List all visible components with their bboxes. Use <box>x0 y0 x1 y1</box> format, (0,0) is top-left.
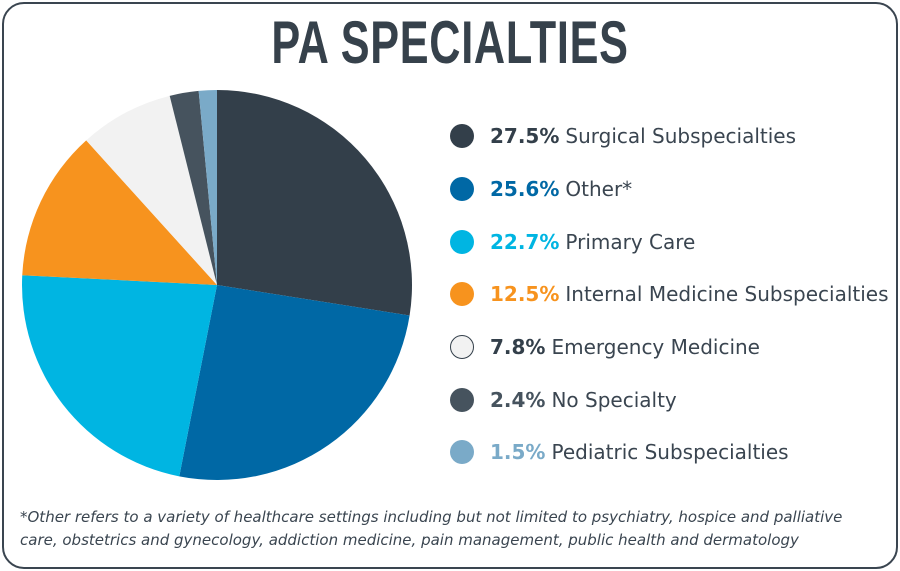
pie-slice-0 <box>217 90 412 316</box>
legend-item: 25.6% Other* <box>450 163 889 216</box>
legend-label: No Specialty <box>551 387 677 412</box>
legend-label: Primary Care <box>565 229 696 254</box>
legend-percent: 12.5% <box>490 282 560 307</box>
pie-slice-3 <box>22 140 218 285</box>
pie-slice-2 <box>21 275 218 477</box>
legend-item: 2.4% No Specialty <box>450 373 889 426</box>
legend-label: Other* <box>565 177 633 202</box>
pie-slice-1 <box>179 285 410 480</box>
legend-label: Internal Medicine Subspecialties <box>565 282 889 307</box>
legend-swatch <box>450 124 474 149</box>
legend-swatch <box>450 177 474 202</box>
legend-percent: 27.5% <box>490 124 560 149</box>
legend-swatch <box>450 387 474 412</box>
pie-slice-6 <box>198 90 217 285</box>
legend-label: Pediatric Subspecialties <box>551 440 789 465</box>
legend-item: 27.5% Surgical Subspecialties <box>450 110 889 163</box>
legend-label: Emergency Medicine <box>551 335 760 360</box>
legend-item: 12.5% Internal Medicine Subspecialties <box>450 268 889 321</box>
legend-percent: 2.4% <box>490 387 546 412</box>
legend-item: 22.7% Primary Care <box>450 215 889 268</box>
legend-swatch <box>450 282 474 307</box>
legend-item: 1.5% Pediatric Subspecialties <box>450 426 889 479</box>
pie-slice-4 <box>86 95 218 285</box>
legend-swatch <box>450 229 474 254</box>
legend-percent: 7.8% <box>490 335 546 360</box>
legend-swatch <box>450 440 474 465</box>
legend-percent: 22.7% <box>490 229 560 254</box>
legend-label: Surgical Subspecialties <box>565 124 797 149</box>
chart-title: PA SPECIALTIES <box>271 9 629 76</box>
footnote: *Other refers to a variety of healthcare… <box>20 508 843 549</box>
legend-percent: 25.6% <box>490 177 560 202</box>
legend-item: 7.8% Emergency Medicine <box>450 321 889 374</box>
legend-swatch <box>450 335 474 360</box>
legend-percent: 1.5% <box>490 440 546 465</box>
legend: 27.5% Surgical Subspecialties 25.6% Other* 2… <box>450 110 889 479</box>
pie-slice-5 <box>169 90 217 285</box>
